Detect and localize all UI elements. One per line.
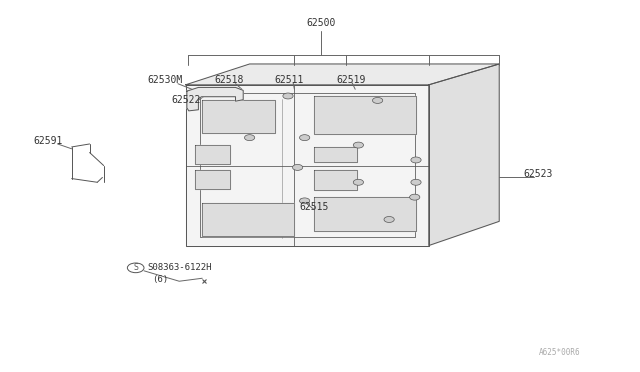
Circle shape [353,179,364,185]
Circle shape [300,198,310,204]
Polygon shape [202,100,275,133]
Text: S: S [133,263,138,272]
Circle shape [384,217,394,222]
Circle shape [411,179,421,185]
Text: S08363-6122H: S08363-6122H [147,263,212,272]
Text: 62530M: 62530M [147,75,183,85]
Polygon shape [314,96,416,134]
Polygon shape [314,170,357,190]
Circle shape [372,97,383,103]
Text: 62519: 62519 [336,75,365,85]
Polygon shape [429,64,499,246]
Polygon shape [187,87,243,111]
Polygon shape [195,170,230,189]
Text: 62515: 62515 [299,202,328,212]
Text: 62518: 62518 [214,75,244,85]
Text: 62523: 62523 [523,169,552,179]
Circle shape [292,164,303,170]
Text: A625*00R6: A625*00R6 [539,348,581,357]
Text: 62522: 62522 [171,95,200,105]
Circle shape [353,142,364,148]
Polygon shape [314,147,357,162]
Polygon shape [314,197,416,231]
Circle shape [300,135,310,141]
Circle shape [410,194,420,200]
Text: 62511: 62511 [275,75,304,85]
Polygon shape [186,85,429,246]
Text: 62500: 62500 [307,18,336,28]
Text: (6): (6) [152,275,168,284]
Polygon shape [186,64,499,85]
Circle shape [244,135,255,141]
Circle shape [283,93,293,99]
Polygon shape [202,203,294,236]
Polygon shape [195,145,230,164]
Text: 62591: 62591 [33,136,63,145]
Circle shape [411,157,421,163]
